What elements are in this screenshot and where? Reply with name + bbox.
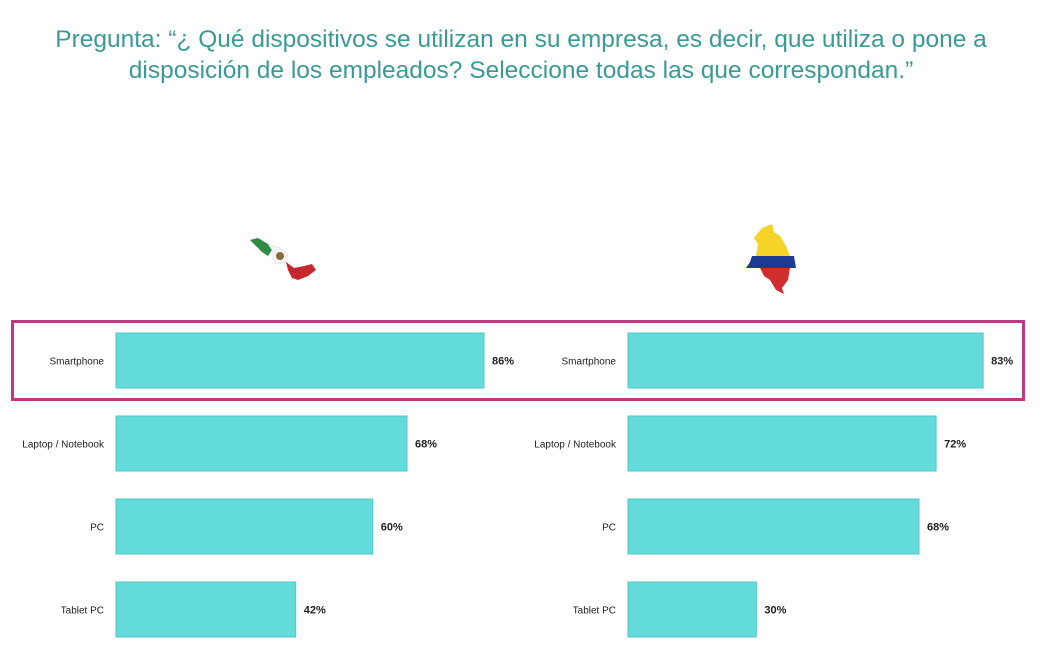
category-label: Laptop / Notebook [534,440,617,451]
bar-1-2 [627,498,920,555]
colombia-map-flag-icon [746,224,796,294]
value-label: 72% [944,439,966,451]
category-label: PC [90,523,104,534]
value-label: 68% [415,439,437,451]
value-label: 68% [927,522,949,534]
chart-title: Pregunta: “¿ Qué dispositivos se utiliza… [55,26,987,84]
category-label: Smartphone [562,357,617,368]
bar-0-3 [115,581,297,638]
smartphone-highlight-box [11,320,1025,401]
value-label: 30% [764,605,786,617]
value-label: 42% [304,605,326,617]
bar-1-0 [627,332,984,389]
category-label: Smartphone [50,357,105,368]
bar-1-1 [627,415,937,472]
category-label: Tablet PC [61,606,104,617]
bar-1-3 [627,581,757,638]
value-label: 83% [991,356,1013,368]
category-label: Laptop / Notebook [22,440,105,451]
bar-0-0 [115,332,485,389]
bar-0-2 [115,498,374,555]
value-label: 86% [492,356,514,368]
mexico-map-flag-icon [250,238,316,280]
category-label: Tablet PC [573,606,616,617]
value-label: 60% [381,522,403,534]
bar-0-1 [115,415,408,472]
category-label: PC [602,523,616,534]
